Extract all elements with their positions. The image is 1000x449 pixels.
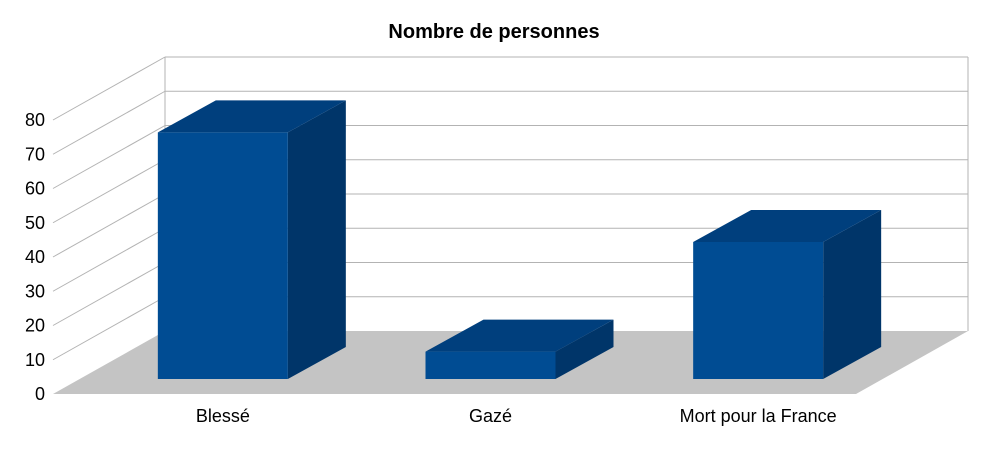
side-gridline <box>52 159 166 224</box>
side-gridline <box>52 125 166 189</box>
side-gridline <box>52 296 166 361</box>
side-gridline <box>52 193 166 258</box>
y-tick-label: 30 <box>25 281 45 301</box>
bar-top <box>693 210 882 242</box>
bar-front <box>157 132 288 379</box>
side-gridline <box>52 56 166 121</box>
bar-top <box>425 319 614 352</box>
y-tick-label: 50 <box>25 213 45 233</box>
side-gridline <box>52 262 166 326</box>
y-tick-label: 10 <box>25 350 45 370</box>
x-axis-labels: Blessé Gazé Mort pour la France <box>196 406 837 426</box>
bar-side <box>823 210 882 379</box>
bar-0 <box>157 100 346 380</box>
y-tick-label: 70 <box>25 144 45 164</box>
side-gridline <box>52 227 166 292</box>
y-tick-label: 20 <box>25 316 45 336</box>
y-axis-ticks: 0 10 20 30 40 50 60 70 80 <box>25 110 45 404</box>
bar-side <box>287 100 346 380</box>
chart-title: Nombre de personnes <box>388 21 599 43</box>
y-tick-label: 40 <box>25 247 45 267</box>
bar-1 <box>425 319 614 379</box>
bar-front <box>693 242 824 379</box>
x-tick-label: Blessé <box>196 406 250 426</box>
bar-2 <box>693 210 882 379</box>
x-tick-label: Mort pour la France <box>680 406 837 426</box>
y-tick-label: 80 <box>25 110 45 130</box>
y-tick-label: 0 <box>35 384 45 404</box>
bar-front <box>425 351 556 379</box>
x-tick-label: Gazé <box>469 406 512 426</box>
bar-side <box>555 319 614 379</box>
side-gridline <box>52 90 166 155</box>
bar-top <box>157 100 346 133</box>
y-tick-label: 60 <box>25 179 45 199</box>
bars <box>157 100 882 380</box>
